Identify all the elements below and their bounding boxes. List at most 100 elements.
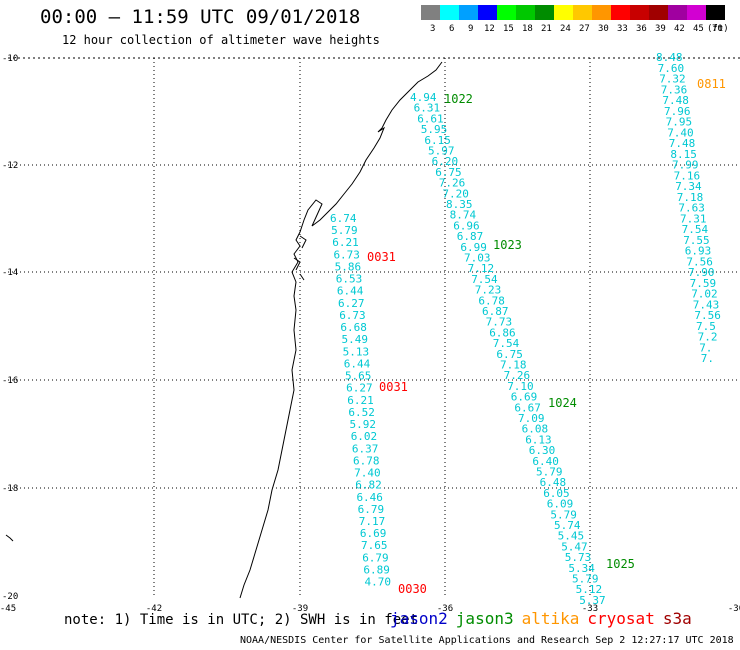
jason3-swh-value: 5.45 xyxy=(558,530,585,543)
cryosat-swh-value: 6.74 xyxy=(330,212,357,225)
jason3-swh-value: 6.08 xyxy=(522,423,549,436)
legend-swatch xyxy=(554,5,573,20)
jason3-swh-value: 6.78 xyxy=(478,294,505,307)
legend-label: 6 xyxy=(449,24,455,34)
jason3-swh-value: 5.34 xyxy=(568,562,595,575)
cryosat-swh-value: 5.13 xyxy=(343,345,370,358)
altika-swh-value: 7.48 xyxy=(669,137,696,150)
footer-credit: NOAA/NESDIS Center for Satellite Applica… xyxy=(240,635,734,646)
lon-label: -36 xyxy=(437,604,453,614)
lon-label: -33 xyxy=(582,604,598,614)
lon-label: -45 xyxy=(0,604,16,614)
cryosat-swh-value: 6.82 xyxy=(355,479,382,492)
lat-label: -14 xyxy=(2,268,18,278)
legend-label: 70 xyxy=(712,24,723,34)
jason3-swh-value: 5.95 xyxy=(421,123,448,136)
legend-label: 18 xyxy=(522,24,533,34)
jason3-swh-value: 6.75 xyxy=(435,166,462,179)
jason3-swh-value: 6.13 xyxy=(525,433,552,446)
jason3-swh-value: 7.03 xyxy=(464,252,491,265)
altika-swh-value: 7.43 xyxy=(693,298,720,311)
jason3-swh-value: 7.73 xyxy=(486,316,512,329)
legend-label: 36 xyxy=(636,24,647,34)
cryosat-swh-value: 6.79 xyxy=(362,551,389,564)
lon-label: -42 xyxy=(146,604,162,614)
cryosat-swh-value: 5.49 xyxy=(342,333,369,346)
legend-swatch xyxy=(516,5,535,20)
jason3-swh-value: 5.79 xyxy=(536,466,563,479)
lat-lon-grid xyxy=(8,58,740,596)
altika-swh-value: 7.60 xyxy=(658,62,685,75)
altika-swh-value: 7. xyxy=(699,341,712,354)
legend-swatch xyxy=(592,5,611,20)
altika-swh-value: 7.16 xyxy=(674,169,701,182)
pass-time-label: 1024 xyxy=(548,396,577,410)
altika-swh-value: 7.40 xyxy=(667,126,694,139)
pass-time-label: 0031 xyxy=(367,250,396,264)
legend-label: 15 xyxy=(503,24,514,34)
cryosat-swh-value: 6.78 xyxy=(353,454,380,467)
pass-time-label: 0030 xyxy=(398,582,427,596)
jason3-swh-value: 6.20 xyxy=(432,155,459,168)
jason3-swh-value: 6.40 xyxy=(532,455,559,468)
cryosat-swh-value: 6.21 xyxy=(332,236,359,249)
jason3-swh-value: 6.67 xyxy=(514,401,541,414)
cryosat-swh-value: 6.68 xyxy=(340,321,367,334)
jason3-swh-value: 6.69 xyxy=(511,391,538,404)
pass-time-label: 1025 xyxy=(606,557,635,571)
jason3-swh-value: 6.75 xyxy=(496,348,523,361)
jason3-swh-value: 6.87 xyxy=(482,305,509,318)
cryosat-swh-value: 7.40 xyxy=(354,467,381,480)
jason3-swh-value: 7.10 xyxy=(507,380,534,393)
cryosat-swh-value: 6.79 xyxy=(358,503,385,516)
altika-swh-value: 7.99 xyxy=(672,159,699,172)
satellite-jason2: jason2 xyxy=(390,609,448,628)
altika-swh-value: 8.15 xyxy=(670,148,697,161)
cryosat-swh-value: 4.70 xyxy=(365,576,392,589)
longitude-labels: -45 -42 -39 -36 -33 -30 xyxy=(0,604,740,614)
altika-swh-value: 7.90 xyxy=(688,266,715,279)
jason3-swh-value: 5.37 xyxy=(579,594,606,607)
cryosat-swh-value: 5.92 xyxy=(350,418,377,431)
legend-swatch xyxy=(630,5,649,20)
cryosat-swh-value: 7.17 xyxy=(359,515,386,528)
coastline xyxy=(239,61,443,599)
altika-swh-value: 7.95 xyxy=(666,116,693,129)
satellite-s3a: s3a xyxy=(662,609,692,628)
cryosat-swh-value: 6.89 xyxy=(363,563,390,576)
jason3-swh-value: 6.96 xyxy=(453,219,480,232)
cryosat-swh-value: 5.86 xyxy=(335,260,362,273)
legend-swatch xyxy=(478,5,497,20)
legend-swatch xyxy=(573,5,592,20)
legend-swatch xyxy=(535,5,554,20)
legend-swatch xyxy=(459,5,478,20)
satellite-jason3: jason3 xyxy=(455,609,514,628)
altika-swh-value: 7.5 xyxy=(696,320,716,333)
cryosat-swh-value: 5.79 xyxy=(331,224,358,237)
jason3-swh-value: 5.12 xyxy=(576,583,603,596)
legend-unit: (ft) xyxy=(707,24,729,34)
cryosat-swh-value: 6.52 xyxy=(348,406,375,419)
cryosat-swh-value: 6.46 xyxy=(356,491,383,504)
altika-swh-value: 6.93 xyxy=(685,245,712,258)
jason3-swh-value: 6.99 xyxy=(460,241,487,254)
satellite-legend: jason2 jason3 altika cryosat s3a xyxy=(390,609,700,628)
jason3-swh-value: 7.23 xyxy=(475,284,502,297)
cryosat-swh-value: 6.73 xyxy=(333,248,360,261)
jason3-swh-value: 6.30 xyxy=(529,444,556,457)
jason3-swh-value: 6.15 xyxy=(424,134,451,147)
jason3-swh-value: 5.74 xyxy=(554,519,581,532)
cryosat-swh-value: 7.65 xyxy=(361,539,388,552)
cryosat-swh-value: 6.53 xyxy=(336,273,363,286)
jason3-swh-value: 7.54 xyxy=(471,273,498,286)
jason3-swh-value: 5.79 xyxy=(550,508,577,521)
lat-label: -12 xyxy=(2,161,18,171)
pass-time-label: 0031 xyxy=(379,380,408,394)
cryosat-swh-value: 6.44 xyxy=(344,357,371,370)
swh-tracks: 8.487.607.327.367.487.967.957.407.488.15… xyxy=(330,51,721,607)
altika-swh-value: 7.18 xyxy=(677,191,704,204)
cryosat-swh-value: 6.37 xyxy=(352,442,379,455)
legend-swatch xyxy=(687,5,706,20)
altika-swh-value: 7.36 xyxy=(661,83,688,96)
